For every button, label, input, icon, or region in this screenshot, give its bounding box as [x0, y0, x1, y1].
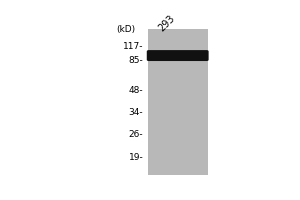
- Bar: [148, 29, 208, 175]
- Text: 85-: 85-: [128, 56, 143, 65]
- Text: 48-: 48-: [129, 86, 143, 95]
- Text: (kD): (kD): [116, 25, 135, 34]
- FancyBboxPatch shape: [147, 50, 208, 61]
- Text: 293: 293: [157, 13, 177, 33]
- Text: 19-: 19-: [128, 153, 143, 162]
- Text: 34-: 34-: [129, 108, 143, 117]
- Text: 26-: 26-: [129, 130, 143, 139]
- Text: 117-: 117-: [123, 42, 143, 51]
